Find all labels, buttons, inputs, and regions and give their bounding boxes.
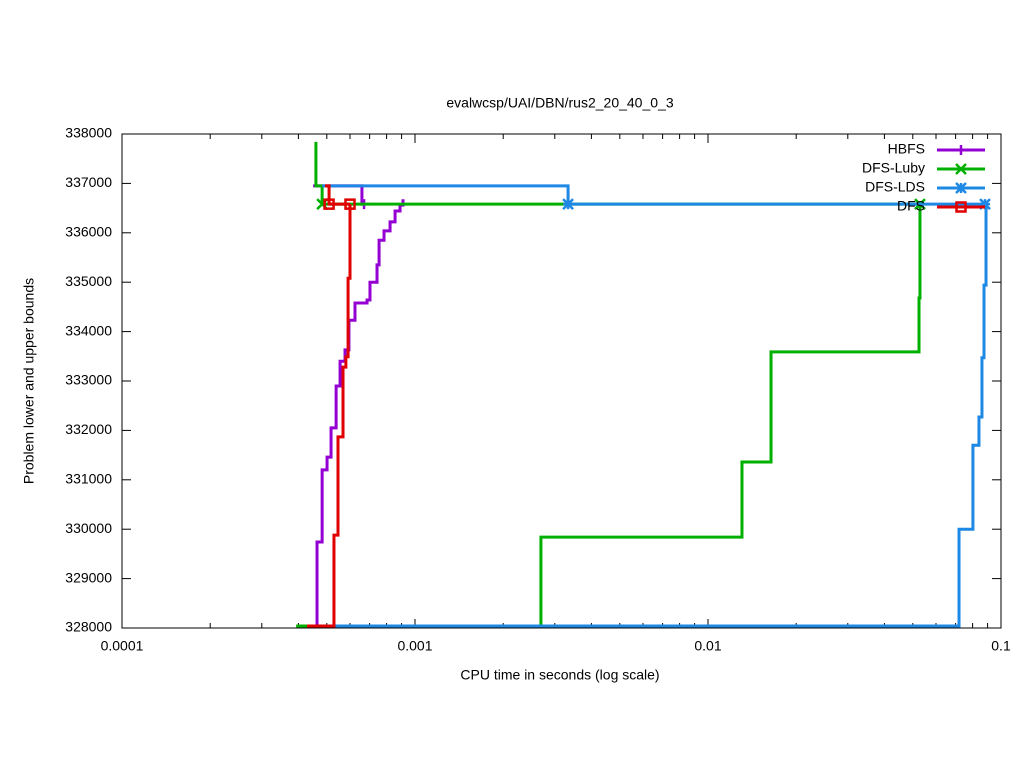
marker (979, 198, 991, 211)
y-tick-label: 333000 (65, 372, 112, 388)
series-line (307, 184, 352, 628)
x-axis-label: CPU time in seconds (log scale) (460, 667, 659, 683)
marker (323, 198, 335, 210)
y-tick-label: 332000 (65, 421, 112, 437)
marker (956, 145, 966, 155)
marker (955, 182, 967, 194)
plot-border (121, 133, 1002, 629)
y-tick-label: 336000 (65, 224, 112, 240)
marker (955, 201, 967, 213)
legend-label: DFS-LDS (865, 179, 925, 195)
marker-stroke (955, 182, 967, 194)
series-line (322, 184, 988, 628)
marker (955, 163, 967, 175)
x-tick-label: 0.0001 (101, 638, 144, 654)
marker (344, 198, 356, 210)
marker-square (955, 201, 967, 213)
marker-stroke (955, 163, 967, 175)
y-axis-label: Problem lower and upper bounds (21, 278, 37, 484)
marker-square (344, 198, 356, 210)
y-tick-label: 329000 (65, 569, 112, 585)
marker-square (323, 198, 335, 210)
legend-item: DFS-LDS (865, 179, 985, 195)
legend-label: HBFS (888, 141, 925, 157)
legend-label: DFS-Luby (862, 160, 925, 176)
y-tick-label: 338000 (65, 125, 112, 141)
legend-item: HBFS (888, 141, 985, 157)
x-tick-label: 0.01 (694, 638, 721, 654)
x-tick-label: 0.001 (397, 638, 432, 654)
chart-title: evalwcsp/UAI/DBN/rus2_20_40_0_3 (446, 95, 673, 111)
y-tick-label: 331000 (65, 471, 112, 487)
y-tick-label: 337000 (65, 174, 112, 190)
x-tick-label: 0.1 (991, 638, 1011, 654)
marker-stroke (562, 198, 574, 211)
marker (562, 198, 574, 211)
legend-label: DFS (897, 198, 925, 214)
y-tick-label: 335000 (65, 273, 112, 289)
y-tick-label: 328000 (65, 619, 112, 635)
y-tick-label: 334000 (65, 322, 112, 338)
y-tick-label: 330000 (65, 520, 112, 536)
legend-item: DFS (897, 198, 985, 214)
legend-item: DFS-Luby (862, 160, 985, 176)
